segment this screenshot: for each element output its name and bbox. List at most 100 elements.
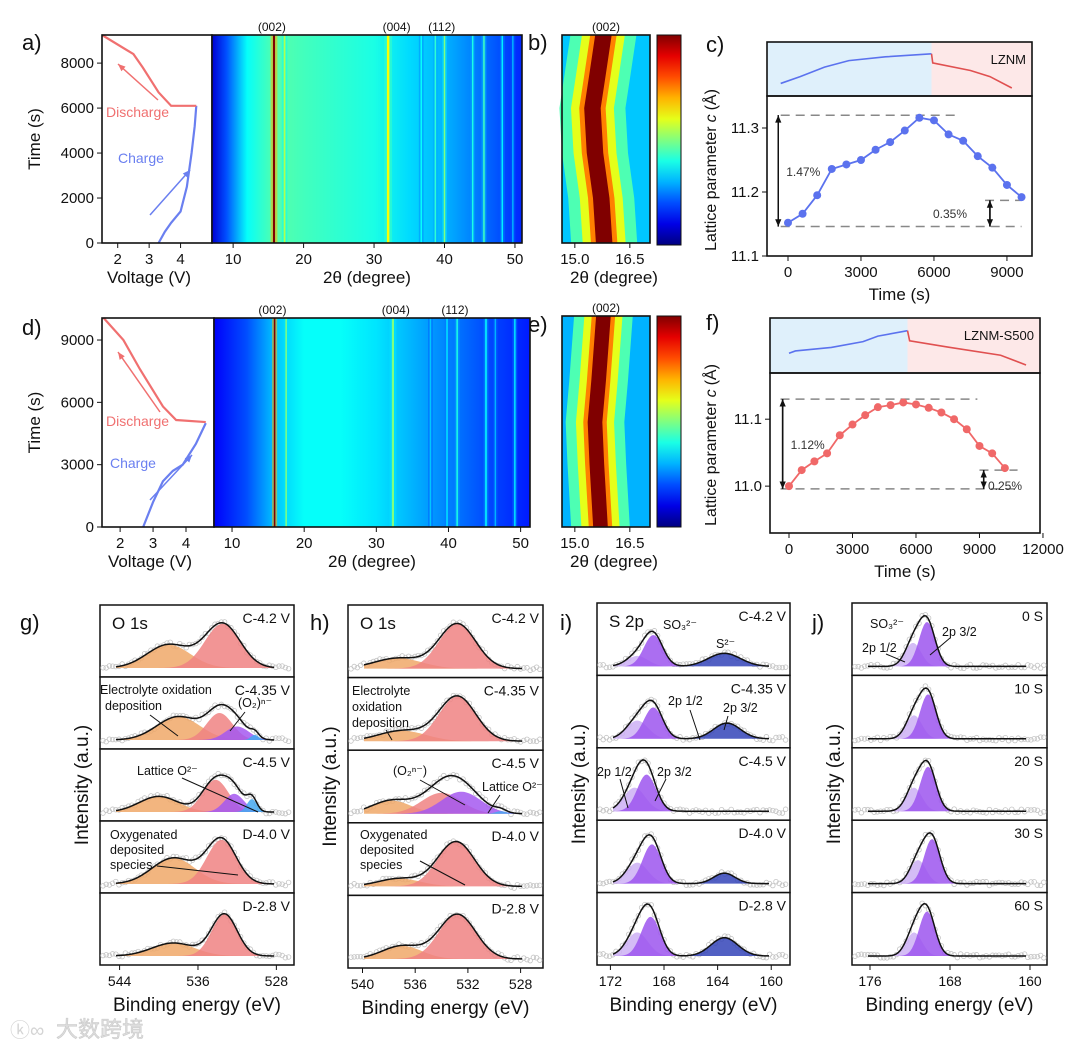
- spectrum-label: 20 S: [1014, 753, 1043, 769]
- annotation: 2p 1/2: [668, 694, 703, 708]
- annotation-leader-line: [385, 729, 393, 741]
- data-point: [988, 163, 997, 172]
- fit-component-orange: [364, 878, 522, 887]
- y-axis-label: Intensity (a.u.): [569, 724, 590, 844]
- x-tick-label: 160: [1018, 973, 1042, 989]
- x-tick-label: 20: [296, 535, 313, 552]
- peak-label: (002): [592, 20, 620, 34]
- x-tick-label: 10: [225, 251, 242, 268]
- heatmap-background: [212, 35, 522, 243]
- annotation-leader-line: [885, 653, 906, 663]
- y-axis-label: Intensity (a.u.): [320, 726, 341, 846]
- x-axis-label: Voltage (V): [107, 268, 191, 287]
- x-tick-label: 20: [295, 251, 312, 268]
- heatmap-frame: [211, 34, 523, 244]
- fit-envelope: [612, 759, 769, 812]
- annotation: SO₃²⁻: [663, 618, 697, 632]
- x-axis-label: 2θ (degree): [323, 268, 411, 287]
- fit-component-orange: [364, 945, 522, 959]
- y-tick-label: 0: [86, 519, 94, 536]
- x-tick-label: 536: [186, 973, 210, 989]
- annotation-leader-line: [654, 778, 667, 802]
- data-point: [886, 401, 895, 410]
- fit-envelope: [115, 836, 275, 885]
- y-axis-label-variable: c: [703, 389, 720, 397]
- fit-component-s_blue: [613, 937, 769, 956]
- data-point: [842, 160, 851, 169]
- spectrum-label: C-4.2 V: [492, 610, 540, 626]
- y-tick-label: 11.2: [731, 184, 759, 201]
- spectrum-label: 60 S: [1014, 898, 1043, 914]
- peak-label: (002): [258, 303, 286, 317]
- spectrum-label: 30 S: [1014, 825, 1043, 841]
- lattice-plot-frame: [766, 95, 1033, 257]
- fit-envelope: [115, 912, 275, 957]
- x-tick-label: 50: [512, 535, 529, 552]
- spectrum-label: D-2.8 V: [739, 898, 787, 914]
- x-axis-label: Binding energy (eV): [610, 995, 778, 1016]
- data-point: [911, 400, 920, 409]
- fit-component-s_purple: [613, 916, 769, 956]
- fit-component-red: [364, 623, 522, 669]
- y-axis-label-unit: (Å): [701, 89, 720, 110]
- y-axis-label: Intensity (a.u.): [824, 724, 845, 844]
- annotation: (O₂ⁿ⁻): [393, 764, 427, 778]
- data-point: [950, 415, 959, 424]
- x-tick-label: 15.0: [560, 535, 589, 552]
- diffraction-peak: [434, 35, 437, 243]
- charge-label: Charge: [118, 150, 164, 166]
- fit-envelope: [363, 695, 523, 742]
- spectrum-label: C-4.5 V: [739, 753, 787, 769]
- data-point: [827, 164, 836, 173]
- x-tick-label: 2: [116, 535, 124, 552]
- x-tick-label: 3000: [844, 264, 877, 281]
- panel-label-f: f): [706, 310, 719, 335]
- data-point: [915, 113, 924, 122]
- diffraction-peak: [429, 318, 432, 527]
- peak-002-band: [587, 316, 611, 527]
- annotation-leader-line: [723, 715, 729, 731]
- voltage-plot-area: [102, 35, 212, 243]
- annotation: Lattice O²⁻: [137, 764, 198, 778]
- y-tick-label: 6000: [61, 100, 94, 117]
- fit-component-orange: [364, 730, 522, 742]
- discharge-label: Discharge: [106, 413, 169, 429]
- annotation: deposited: [110, 843, 164, 857]
- fit-envelope: [115, 703, 275, 741]
- x-tick-label: 540: [351, 976, 375, 992]
- data-point: [835, 431, 844, 440]
- x-tick-label: 6000: [917, 264, 950, 281]
- residual-arrow-down-head: [986, 219, 994, 227]
- y-axis-label: Time (s): [25, 392, 44, 454]
- data-point: [924, 403, 933, 412]
- x-axis-label: 2θ (degree): [328, 552, 416, 571]
- inset-charge-curve: [780, 53, 932, 85]
- fit-component-s_blue: [613, 723, 769, 739]
- diffraction-peak: [494, 318, 497, 527]
- peak-label: (002): [258, 20, 286, 34]
- heatmap-frame: [213, 317, 531, 528]
- discharge-arrow-head: [118, 352, 125, 360]
- x-tick-label: 3: [149, 535, 157, 552]
- inset-charge-curve: [788, 329, 908, 355]
- data-point: [873, 403, 882, 412]
- x-tick-label: 6000: [899, 541, 932, 558]
- sample-label: LZNM: [991, 52, 1026, 67]
- x-tick-label: 9000: [990, 264, 1023, 281]
- x-tick-label: 160: [760, 973, 784, 989]
- x-tick-label: 3: [145, 251, 153, 268]
- x-tick-label: 168: [938, 973, 962, 989]
- x-axis-label: 2θ (degree): [570, 552, 658, 571]
- data-point: [848, 420, 857, 429]
- discharge-curve: [102, 317, 206, 424]
- fit-component-orange: [116, 796, 274, 812]
- y-axis-label-text: Lattice parameter: [703, 126, 720, 251]
- fit-envelope: [612, 630, 770, 667]
- discharge-curve: [101, 34, 197, 107]
- data-point: [785, 482, 794, 491]
- x-tick-label: 4: [182, 535, 190, 552]
- data-point: [988, 449, 997, 458]
- y-tick-label: 2000: [61, 190, 94, 207]
- x-tick-label: 532: [456, 976, 480, 992]
- y-tick-label: 3000: [61, 457, 94, 474]
